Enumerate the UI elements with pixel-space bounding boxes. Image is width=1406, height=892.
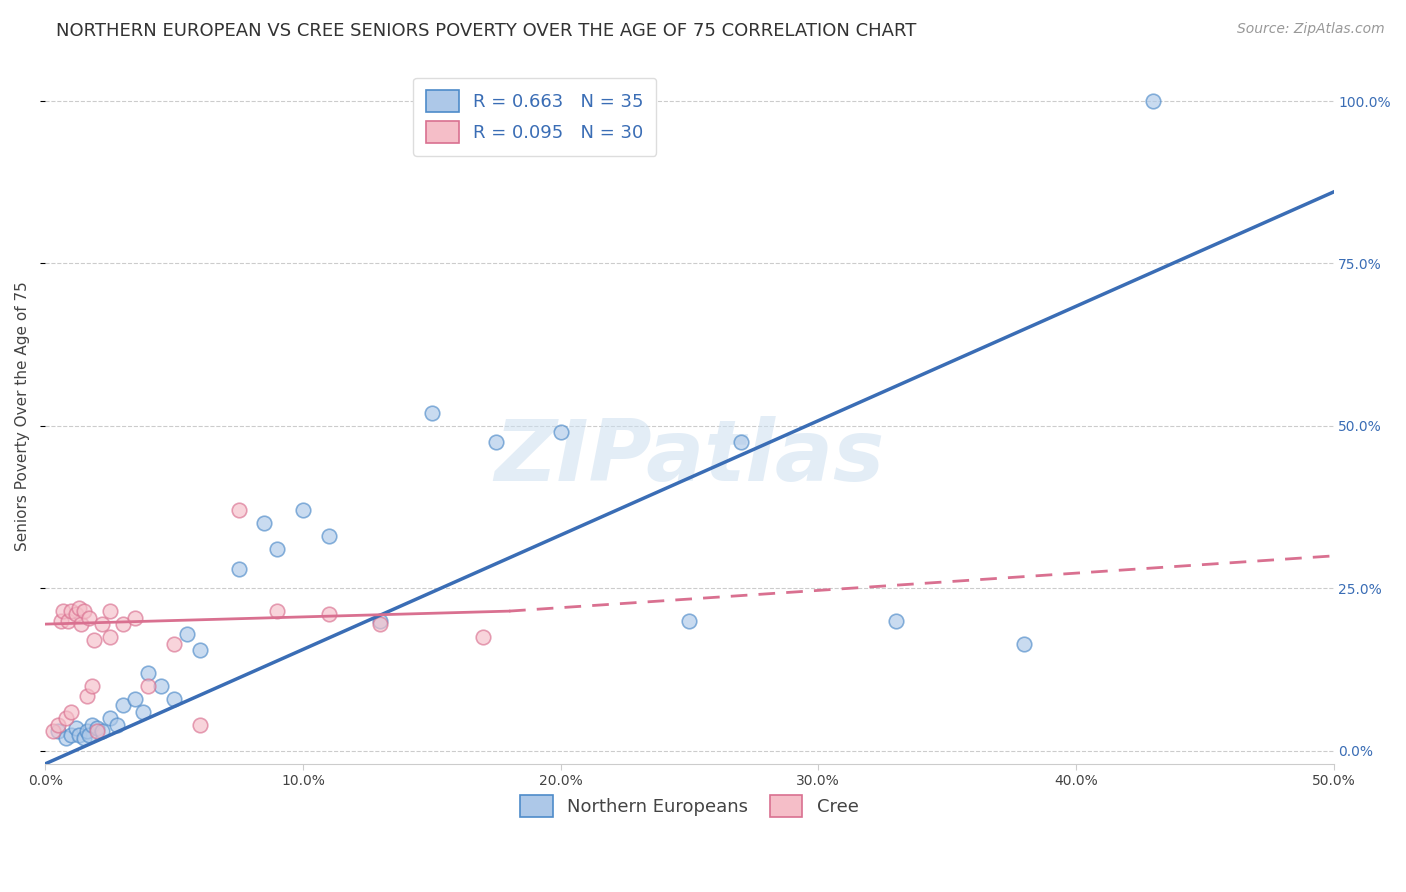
Point [228,562,250,576]
Point [420,406,443,420]
Point [176,627,198,641]
Point [124,691,146,706]
Point [42,724,65,739]
Point [1142,94,1164,108]
Point [73,604,96,618]
Point [67,600,90,615]
Point [77,728,100,742]
Point [70,617,93,632]
Point [368,617,391,632]
Point [318,529,340,543]
Point [67,728,90,742]
Point [76,724,98,739]
Point [485,435,508,450]
Point [138,679,160,693]
Point [138,665,160,680]
Text: Source: ZipAtlas.com: Source: ZipAtlas.com [1237,22,1385,37]
Point [55,711,77,725]
Point [1014,637,1036,651]
Point [52,604,75,618]
Point [77,610,100,624]
Point [98,604,121,618]
Point [80,718,103,732]
Point [80,679,103,693]
Point [83,633,105,648]
Point [730,435,752,450]
Point [91,617,114,632]
Point [884,614,907,628]
Point [46,724,69,739]
Text: NORTHERN EUROPEAN VS CREE SENIORS POVERTY OVER THE AGE OF 75 CORRELATION CHART: NORTHERN EUROPEAN VS CREE SENIORS POVERT… [56,22,917,40]
Point [111,698,134,713]
Point [58,614,80,628]
Point [49,614,72,628]
Point [86,721,108,735]
Point [98,711,121,725]
Point [472,630,495,644]
Point [266,604,288,618]
Point [132,705,155,719]
Point [678,614,700,628]
Point [163,691,186,706]
Point [291,503,314,517]
Y-axis label: Seniors Poverty Over the Age of 75: Seniors Poverty Over the Age of 75 [15,281,30,551]
Point [550,425,572,440]
Point [107,718,129,732]
Point [65,721,87,735]
Point [318,607,340,622]
Point [150,679,173,693]
Point [86,724,108,739]
Point [60,728,83,742]
Point [124,610,146,624]
Point [76,689,98,703]
Point [253,516,276,531]
Point [111,617,134,632]
Point [65,607,87,622]
Point [98,630,121,644]
Point [163,637,186,651]
Point [266,542,288,557]
Point [188,643,211,657]
Point [368,614,391,628]
Point [228,503,250,517]
Point [46,718,69,732]
Point [73,731,96,745]
Point [188,718,211,732]
Point [55,731,77,745]
Text: ZIPatlas: ZIPatlas [495,417,884,500]
Point [60,604,83,618]
Point [60,705,83,719]
Point [91,724,114,739]
Legend: Northern Europeans, Cree: Northern Europeans, Cree [513,788,866,824]
